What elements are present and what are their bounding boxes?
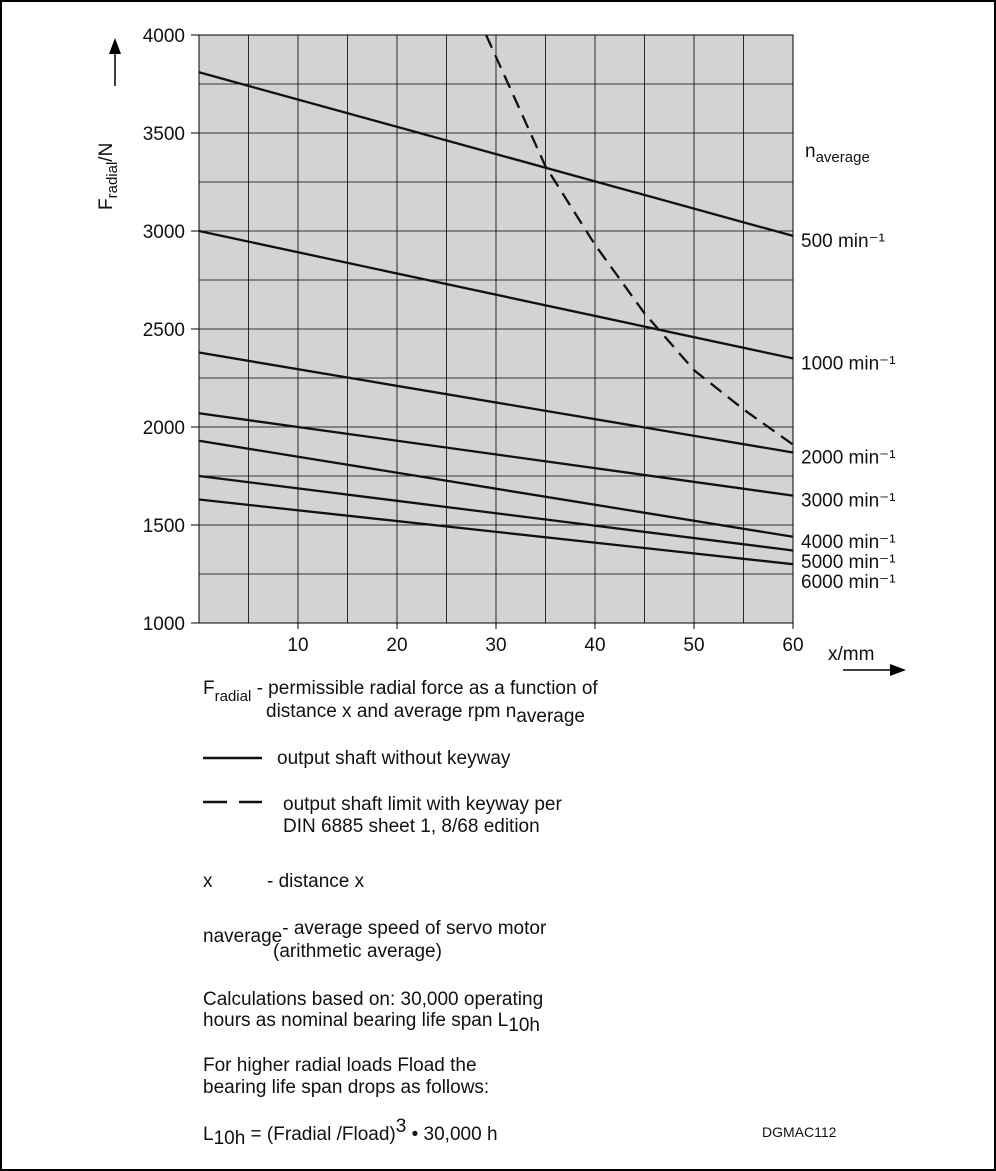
- y-tick-label: 3000: [143, 222, 185, 243]
- note-n-average-2: (arithmetic average): [273, 941, 442, 962]
- series-label: 3000 min⁻¹: [801, 491, 896, 512]
- y-tick-label: 2000: [143, 418, 185, 439]
- series-line: [198, 474, 794, 552]
- y-tick-label: 3500: [143, 124, 185, 145]
- x-tick-label: 10: [287, 635, 308, 656]
- series-line: [198, 412, 794, 497]
- x-tick-label: 40: [584, 635, 605, 656]
- x-arrowhead: [890, 664, 906, 676]
- series-line: [198, 229, 794, 360]
- note-higher: For higher radial loads Fload the: [203, 1055, 477, 1076]
- x-tick-label: 20: [386, 635, 407, 656]
- plot: 1000 1500 2000 2500 3000 3500 4000 10 20 30 40 50 60…: [143, 26, 896, 656]
- series-line: [198, 498, 794, 566]
- series-label: 5000 min⁻¹: [801, 552, 896, 573]
- y-tick-label: 2500: [143, 320, 185, 341]
- x-tick-label: 50: [683, 635, 704, 656]
- series-label: 1000 min⁻¹: [801, 353, 896, 374]
- x-tick-label: 30: [485, 635, 506, 656]
- y-tick-label: 1500: [143, 516, 185, 537]
- series-heading: naverage: [805, 141, 870, 166]
- x-tick-label: 60: [782, 635, 803, 656]
- x-axis-label: x/mm: [828, 644, 874, 665]
- note-n-average: naverage- average speed of servo motor: [203, 918, 547, 947]
- series-label: 4000 min⁻¹: [801, 532, 896, 553]
- note-x-text: - distance x: [267, 871, 365, 892]
- series-label: 2000 min⁻¹: [801, 447, 896, 468]
- y-axis-label: Fradial/N: [96, 143, 121, 210]
- legend-dashed-text: DIN 6885 sheet 1, 8/68 edition: [283, 816, 540, 837]
- y-arrowhead: [109, 38, 121, 54]
- series-line: [198, 439, 794, 538]
- note-calc-2: hours as nominal bearing life span L10h: [203, 1010, 540, 1036]
- note-f-radial: Fradial - permissible radial force as a …: [203, 678, 598, 705]
- series-line: [198, 71, 794, 238]
- series-label: 500 min⁻¹: [801, 231, 885, 252]
- series-label: 6000 min⁻¹: [801, 572, 896, 593]
- note-calc: Calculations based on: 30,000 operating: [203, 989, 543, 1010]
- series-line: [485, 34, 794, 446]
- legend-solid-text: output shaft without keyway: [277, 748, 511, 769]
- note-f-radial-2: distance x and average rpm naverage: [266, 701, 585, 727]
- y-tick-label: 4000: [143, 26, 185, 47]
- note-higher-2: bearing life span drops as follows:: [203, 1077, 489, 1098]
- figure-code: DGMAC112: [762, 1124, 837, 1140]
- y-tick-label: 1000: [143, 614, 185, 635]
- formula: L10h = (Fradial /Fload)3 • 30,000 h: [203, 1116, 498, 1149]
- legend-dashed-text: output shaft limit with keyway per: [283, 794, 562, 815]
- note-x-symbol: x: [203, 871, 213, 892]
- series-line: [198, 351, 794, 454]
